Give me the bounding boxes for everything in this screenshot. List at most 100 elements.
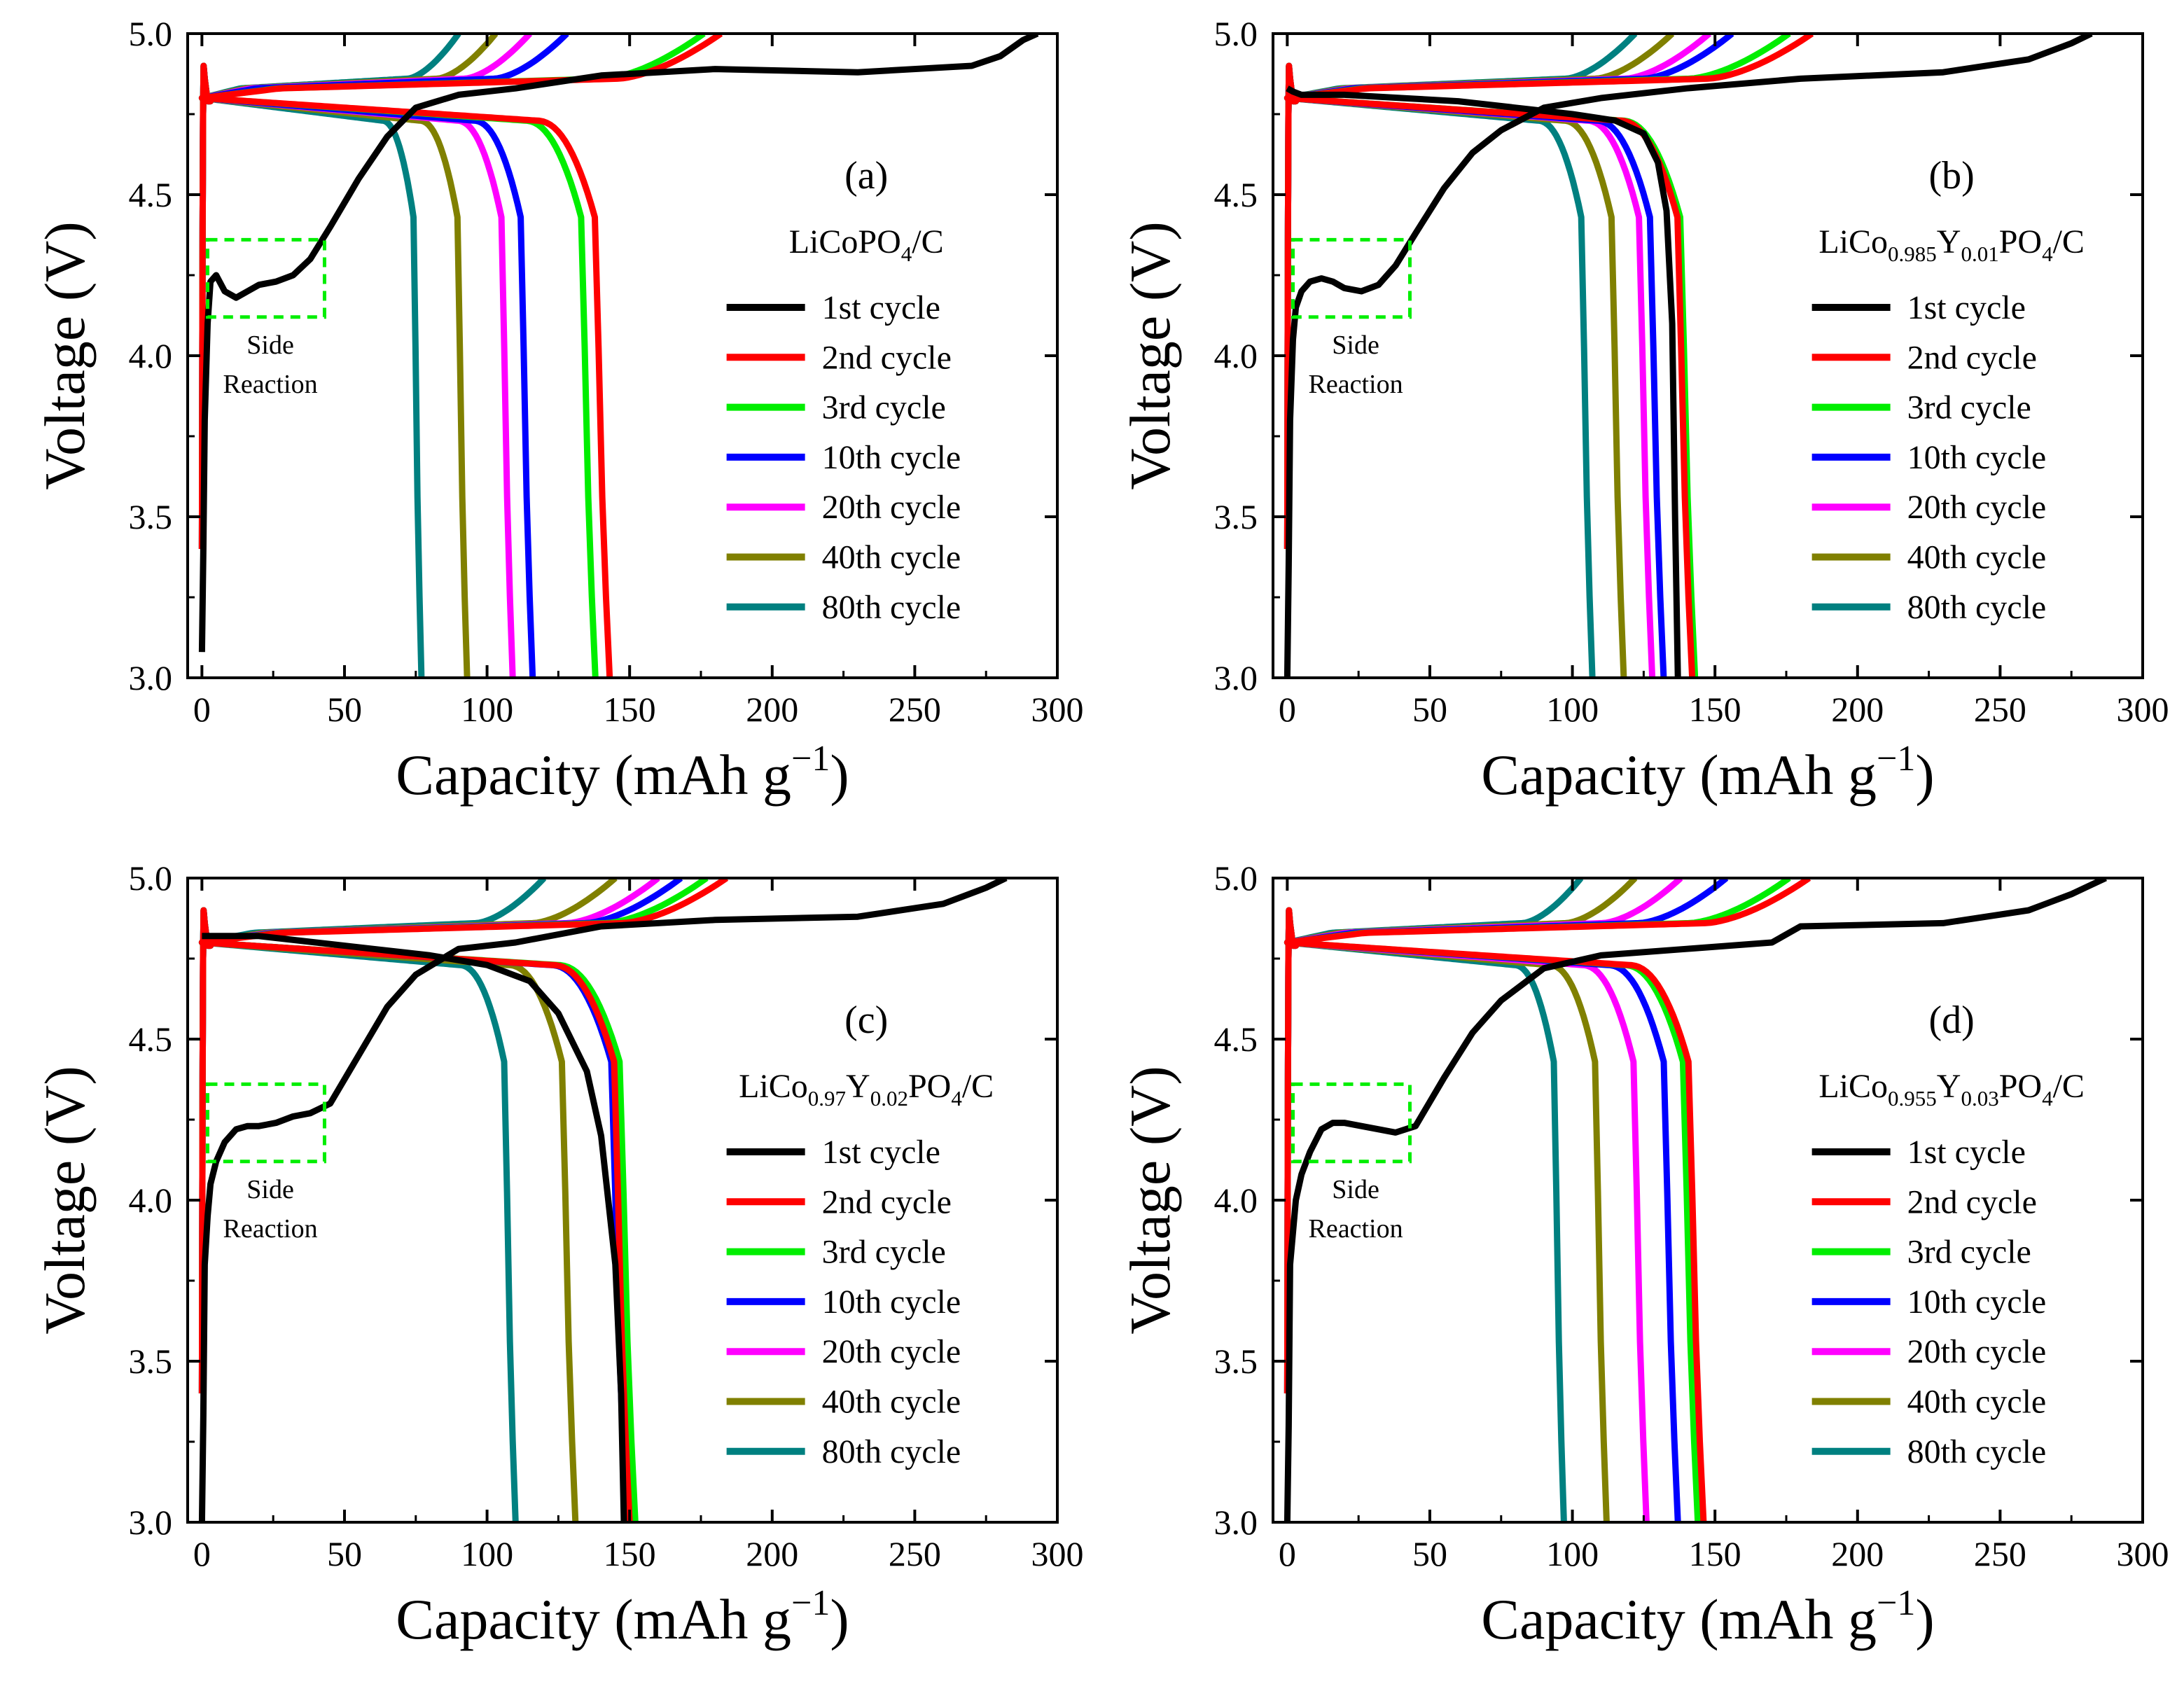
- panel-d: Side Reaction 0 50 100 150 200 250 300 3.0 3.5 4.0 4…: [1118, 858, 2169, 1651]
- panel-label: (a): [844, 154, 888, 197]
- y-tick-label: 4.5: [129, 1020, 173, 1059]
- sample-name: LiCoPO4/C: [789, 223, 944, 266]
- legend-label-2nd-cycle: 2nd cycle: [1907, 1183, 2037, 1220]
- sample-name: LiCo0.955Y0.03PO4/C: [1818, 1068, 2085, 1111]
- charge-curve-2nd-cycle: [1284, 34, 1814, 550]
- legend-label-20th-cycle: 20th cycle: [822, 1333, 961, 1370]
- legend-label-40th-cycle: 40th cycle: [1907, 539, 2047, 576]
- legend-label-20th-cycle: 20th cycle: [822, 489, 961, 526]
- legend-label-40th-cycle: 40th cycle: [822, 1384, 961, 1421]
- x-tick-label: 150: [1689, 1534, 1741, 1573]
- discharge-curve-2nd-cycle: [1287, 939, 1707, 1522]
- side-reaction-box: [1291, 237, 1412, 319]
- y-tick-label: 3.0: [1214, 1503, 1258, 1542]
- y-tick-label: 3.0: [129, 1503, 173, 1542]
- y-tick-label: 4.0: [1214, 1181, 1258, 1220]
- charge-curve-3rd-cycle: [198, 34, 706, 550]
- charge-curve-1st-cycle: [1284, 878, 2108, 1522]
- x-tick-label: 0: [1279, 690, 1296, 729]
- legend-label-2nd-cycle: 2nd cycle: [1907, 339, 2037, 376]
- legend-label-80th-cycle: 80th cycle: [822, 1433, 961, 1470]
- x-tick-label: 100: [1546, 1534, 1599, 1573]
- x-axis-title: Capacity (mAh g−1): [1481, 1583, 1934, 1651]
- side-reaction-label-line2: Reaction: [223, 370, 318, 399]
- legend-label-10th-cycle: 10th cycle: [822, 1283, 961, 1321]
- legend-label-40th-cycle: 40th cycle: [1907, 1384, 2047, 1421]
- x-tick-label: 300: [1031, 690, 1084, 729]
- panel-label: (d): [1929, 998, 1975, 1042]
- discharge-curve-1st-cycle: [202, 933, 627, 1522]
- y-axis-title: Voltage (V): [33, 221, 97, 489]
- x-tick-label: 200: [746, 1534, 798, 1573]
- legend-label-2nd-cycle: 2nd cycle: [822, 1183, 952, 1220]
- y-tick-label: 5.0: [1214, 14, 1258, 53]
- legend-label-80th-cycle: 80th cycle: [1907, 1433, 2047, 1470]
- x-tick-label: 250: [1974, 1534, 2026, 1573]
- plot-area: [1284, 878, 2108, 1522]
- y-tick-label: 5.0: [1214, 858, 1258, 898]
- legend-label-3rd-cycle: 3rd cycle: [822, 1234, 946, 1271]
- y-axis-title: Voltage (V): [1118, 221, 1182, 489]
- legend-label-80th-cycle: 80th cycle: [1907, 589, 2047, 626]
- legend-label-10th-cycle: 10th cycle: [822, 439, 961, 476]
- sample-name: LiCo0.97Y0.02PO4/C: [739, 1068, 994, 1111]
- y-tick-label: 4.5: [1214, 175, 1258, 214]
- panel-a: Side Reaction 0 50 100 150 200 250 300 3.0 3.5 4.0 4…: [33, 14, 1084, 807]
- x-tick-label: 50: [327, 1534, 362, 1573]
- side-reaction-label-line1: Side: [246, 330, 294, 360]
- y-tick-label: 5.0: [129, 14, 173, 53]
- x-tick-label: 300: [1031, 1534, 1084, 1573]
- x-axis-title: Capacity (mAh g−1): [396, 1583, 849, 1651]
- y-tick-label: 3.5: [129, 1342, 173, 1381]
- x-tick-label: 100: [1546, 690, 1599, 729]
- x-tick-label: 200: [1831, 1534, 1884, 1573]
- legend-label-3rd-cycle: 3rd cycle: [822, 389, 946, 426]
- y-tick-label: 4.0: [129, 336, 173, 375]
- legend-label-10th-cycle: 10th cycle: [1907, 1283, 2047, 1321]
- charge-curve-2nd-cycle: [198, 34, 723, 550]
- side-reaction-label-line2: Reaction: [1309, 370, 1403, 399]
- x-tick-label: 150: [604, 690, 656, 729]
- plot-area: [198, 878, 1008, 1522]
- charge-curve-3rd-cycle: [1284, 878, 1791, 1394]
- y-tick-label: 3.0: [1214, 658, 1258, 697]
- plot-area: [198, 34, 1039, 678]
- x-tick-label: 250: [1974, 690, 2026, 729]
- plot-area: [1284, 34, 2093, 678]
- y-tick-label: 3.5: [1214, 1342, 1258, 1381]
- x-tick-label: 300: [2117, 690, 2169, 729]
- y-tick-label: 4.5: [129, 175, 173, 214]
- panel-label: (c): [844, 998, 888, 1042]
- charge-curve-1st-cycle: [198, 878, 1008, 1522]
- legend-label-3rd-cycle: 3rd cycle: [1907, 1234, 2031, 1271]
- y-tick-label: 3.5: [1214, 497, 1258, 536]
- panel-b: Side Reaction 0 50 100 150 200 250 300 3.0 3.5 4.0 4…: [1118, 14, 2169, 807]
- legend-label-1st-cycle: 1st cycle: [1907, 289, 2026, 326]
- y-tick-label: 4.0: [129, 1181, 173, 1220]
- y-axis-title: Voltage (V): [33, 1066, 97, 1334]
- legend-label-1st-cycle: 1st cycle: [822, 289, 940, 326]
- panel-c: Side Reaction 0 50 100 150 200 250 300 3.0 3.5 4.0 4…: [33, 858, 1084, 1651]
- y-tick-label: 3.0: [129, 658, 173, 697]
- legend-label-1st-cycle: 1st cycle: [1907, 1134, 2026, 1171]
- charge-curve-2nd-cycle: [198, 878, 729, 1394]
- side-reaction-label-line1: Side: [1332, 1175, 1379, 1204]
- panel-label: (b): [1929, 154, 1975, 197]
- x-tick-label: 250: [889, 1534, 941, 1573]
- x-tick-label: 200: [746, 690, 798, 729]
- x-tick-label: 300: [2117, 1534, 2169, 1573]
- x-tick-label: 100: [461, 690, 513, 729]
- y-tick-label: 5.0: [129, 858, 173, 898]
- legend-label-80th-cycle: 80th cycle: [822, 589, 961, 626]
- y-tick-label: 3.5: [129, 497, 173, 536]
- x-tick-label: 0: [193, 1534, 211, 1573]
- side-reaction-box: [206, 237, 326, 319]
- x-tick-label: 50: [1412, 1534, 1447, 1573]
- x-tick-label: 150: [1689, 690, 1741, 729]
- y-axis-title: Voltage (V): [1118, 1066, 1182, 1334]
- y-tick-label: 4.0: [1214, 336, 1258, 375]
- x-tick-label: 150: [604, 1534, 656, 1573]
- legend-label-1st-cycle: 1st cycle: [822, 1134, 940, 1171]
- x-tick-label: 100: [461, 1534, 513, 1573]
